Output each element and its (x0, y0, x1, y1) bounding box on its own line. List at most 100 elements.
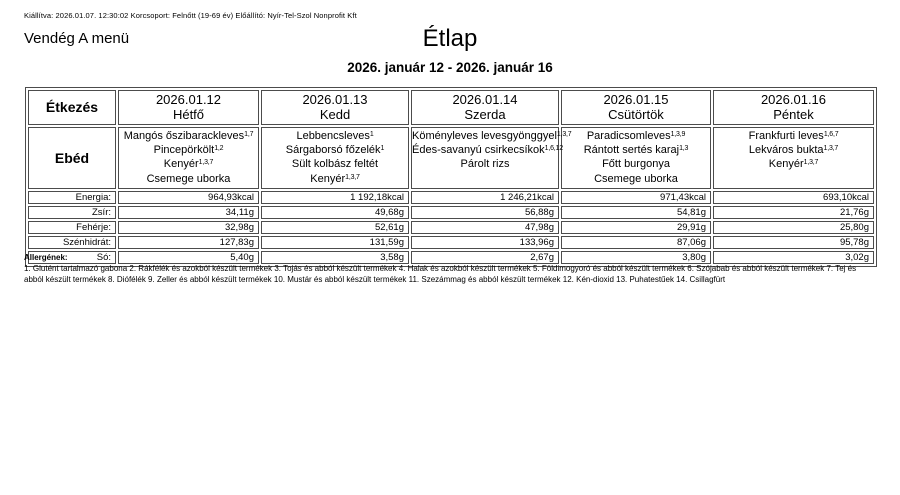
menu-item: Pincepörkölt1,2 (119, 143, 258, 157)
menu-item: Lebbencsleves1 (262, 129, 408, 143)
nutrition-value: 25,80g (713, 220, 874, 234)
meal-label: Ebéd (28, 126, 116, 189)
dish-name: Frankfurti leves (748, 129, 824, 142)
nutrition-value: 127,83g (118, 235, 259, 249)
nutrition-value: 21,76g (713, 205, 874, 219)
nutrition-value: 95,78g (713, 235, 874, 249)
nutrition-row: Zsír: 34,11g 49,68g 56,88g 54,81g 21,76g (28, 205, 874, 219)
lunch-row: Ebéd Mangós őszibarackleves1,7 Pincepörkö… (28, 126, 874, 189)
allergen-refs: 1 (380, 144, 385, 152)
day-menu-cell: Lebbencsleves1 Sárgaborsó főzelék1 Sült ko… (261, 126, 409, 189)
nutrition-row: Só: 5,40g 3,58g 2,67g 3,80g 3,02g (28, 250, 874, 264)
day-date: 2026.01.14 (452, 92, 518, 107)
nutrition-label: Szénhidrát: (28, 235, 116, 249)
allergen-refs: 1,3,7 (823, 144, 839, 152)
table-header-row: Étkezés 2026.01.12 Hétfő 2026.01.13 Kedd 202… (28, 90, 874, 125)
menu-item: Frankfurti leves1,6,7 (714, 129, 873, 143)
dish-name: Édes-savanyú csirkecsíkok (412, 143, 545, 156)
nutrition-rows: Energia: 964,93kcal 1 192,18kcal 1 246,21kc… (28, 190, 874, 264)
nutrition-label: Fehérje: (28, 220, 116, 234)
day-name: Szerda (464, 107, 506, 123)
nutrition-label: Zsír: (28, 205, 116, 219)
day-name: Csütörtök (608, 107, 664, 123)
page-title: Étlap (422, 25, 478, 52)
allergen-refs: 1,3,9 (670, 130, 686, 138)
day-name: Hétfő (172, 107, 205, 123)
menu-item: Kenyér1,3,7 (714, 157, 873, 171)
nutrition-value: 133,96g (411, 235, 559, 249)
allergen-refs: 1,3,7 (803, 159, 819, 167)
day-menu-cell: Paradicsomleves1,3,9 Rántott sertés karaj… (561, 126, 711, 189)
nutrition-row: Szénhidrát: 127,83g 131,59g 133,96g 87,06g 95… (28, 235, 874, 249)
allergen-refs: 1,3,7 (345, 173, 360, 181)
dish-name: Köményleves levesgyönggyel (412, 129, 557, 142)
nutrition-value: 693,10kcal (713, 190, 874, 204)
allergen-refs: 1 (369, 130, 374, 138)
allergen-refs: 1,3,7 (198, 159, 214, 167)
allergen-refs: 1,6,12 (544, 144, 563, 152)
menu-item: Párolt rizs (412, 157, 558, 171)
day-header-cell: 2026.01.13 Kedd (261, 90, 409, 125)
day-name: Péntek (773, 107, 814, 123)
weekly-menu-table: Étkezés 2026.01.12 Hétfő 2026.01.13 Kedd 202… (25, 87, 877, 267)
day-header-cell: 2026.01.12 Hétfő (118, 90, 259, 125)
day-name: Kedd (319, 107, 351, 123)
dish-name: Párolt rizs (460, 158, 510, 171)
dish-name: Csemege uborka (594, 172, 678, 185)
menu-item: Lekváros bukta1,3,7 (714, 143, 873, 157)
allergen-refs: 1,3 (679, 144, 689, 152)
day-menu-cell: Köményleves levesgyönggyel1,3,7 Édes-sava… (411, 126, 572, 189)
menu-item: Rántott sertés karaj1,3 (562, 143, 710, 157)
dish-name: Sült kolbász feltét (291, 158, 379, 171)
dish-name: Kenyér (768, 158, 804, 171)
menu-item: Sült kolbász feltét (262, 157, 408, 171)
nutrition-value: 964,93kcal (118, 190, 259, 204)
nutrition-row: Energia: 964,93kcal 1 192,18kcal 1 246,21kc… (28, 190, 874, 204)
allergens-section: Allergének: 1. Glutént tartalmazó gabona… (24, 252, 877, 286)
nutrition-value: 54,81g (561, 205, 711, 219)
day-menu-cell: Frankfurti leves1,6,7 Lekváros bukta1,3,7… (713, 126, 874, 189)
dish-name: Lebbencsleves (296, 129, 370, 142)
nutrition-value: 29,91g (561, 220, 711, 234)
dish-name: Paradicsomleves (586, 129, 671, 142)
nutrition-value: 34,11g (118, 205, 259, 219)
allergen-refs: 1,2 (214, 144, 224, 152)
menu-item: Kenyér1,3,7 (262, 172, 408, 186)
day-date: 2026.01.15 (603, 92, 669, 107)
day-header-cell: 2026.01.14 Szerda (411, 90, 559, 125)
day-menu-cell: Mangós őszibarackleves1,7 Pincepörkölt1,2… (118, 126, 259, 189)
dish-name: Pincepörkölt (153, 143, 215, 156)
menu-item: Csemege uborka (119, 172, 258, 186)
nutrition-value: 56,88g (411, 205, 559, 219)
dish-name: Lekváros bukta (748, 143, 824, 156)
menu-item: Köményleves levesgyönggyel1,3,7 (412, 129, 572, 143)
day-date: 2026.01.12 (155, 92, 222, 107)
menu-item: Főtt burgonya (562, 157, 710, 171)
allergens-text: 1. Glutént tartalmazó gabona 2. Rákfélék… (24, 264, 857, 285)
dish-name: Rántott sertés karaj (583, 143, 680, 156)
nutrition-label: Energia: (28, 190, 116, 204)
nutrition-value: 131,59g (261, 235, 409, 249)
nutrition-value: 5,40g (118, 250, 259, 264)
nutrition-value: 3,80g (561, 250, 711, 264)
menu-item: Paradicsomleves1,3,9 (562, 129, 710, 143)
nutrition-value: 2,67g (411, 250, 559, 264)
nutrition-value: 971,43kcal (561, 190, 711, 204)
dish-name: Sárgaborsó főzelék (285, 143, 381, 156)
meal-column-header: Étkezés (28, 90, 116, 125)
day-date: 2026.01.16 (760, 92, 827, 107)
day-header-cell: 2026.01.16 Péntek (713, 90, 874, 125)
nutrition-value: 1 246,21kcal (411, 190, 559, 204)
date-range-subtitle: 2026. január 12 - 2026. január 16 (347, 60, 553, 75)
nutrition-label: Só: (28, 250, 116, 264)
menu-item: Sárgaborsó főzelék1 (262, 143, 408, 157)
allergen-refs: 1,7 (244, 130, 254, 138)
nutrition-value: 49,68g (261, 205, 409, 219)
day-header-cell: 2026.01.15 Csütörtök (561, 90, 711, 125)
menu-item: Édes-savanyú csirkecsíkok1,6,12 (412, 143, 563, 157)
menu-item: Kenyér1,3,7 (119, 157, 258, 171)
nutrition-value: 1 192,18kcal (261, 190, 409, 204)
dish-name: Mangós őszibarackleves (123, 129, 245, 142)
nutrition-value: 52,61g (261, 220, 409, 234)
